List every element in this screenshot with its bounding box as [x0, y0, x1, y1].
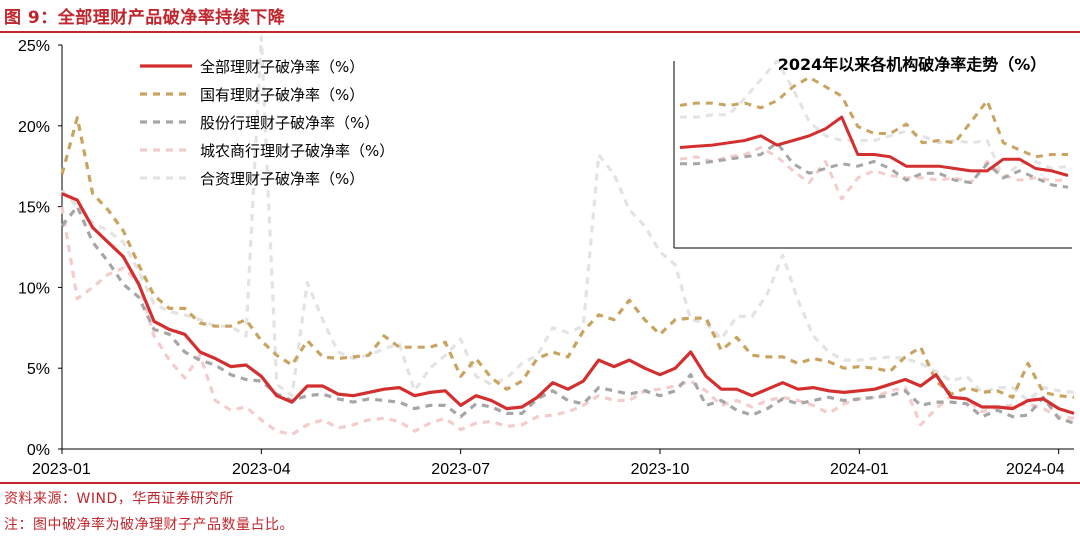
inset-series-line [679, 115, 1069, 177]
series-line [60, 205, 1075, 425]
legend-label: 股份行理财子破净率（%） [200, 114, 379, 132]
legend-label: 城农商行理财子破净率（%） [200, 142, 394, 160]
figure-title: 图 9：全部理财产品破净率持续下降 [4, 8, 286, 28]
legend-label: 国有理财子破净率（%） [200, 86, 364, 104]
x-tick-label: 2023-07 [431, 461, 490, 478]
source-note: 资料来源：WIND，华西证券研究所 [4, 491, 234, 507]
top-rule [0, 31, 1080, 33]
series-line [60, 116, 1075, 399]
x-tick-label: 2023-01 [32, 461, 91, 478]
y-tick-label: 0% [27, 442, 50, 459]
x-tick-label: 2024-01 [830, 461, 889, 478]
y-tick-label: 10% [18, 280, 50, 297]
x-tick-label: 2024-04 [1006, 461, 1065, 478]
main-axes: 0% 5% 10% 15% 20% 25% 2023-01 2023-04 2023-07 202… [18, 38, 1074, 478]
series-line [60, 206, 1075, 437]
inset-title: 2024年以来各机构破净率走势（%） [778, 55, 1047, 74]
x-tick-label: 2023-10 [631, 461, 690, 478]
y-tick-label: 5% [27, 361, 50, 378]
series-line [61, 192, 1075, 415]
inset-series-line [679, 75, 1068, 159]
y-tick-label: 25% [18, 38, 50, 55]
x-tick-label: 2023-04 [232, 461, 291, 478]
main-series-lines [60, 35, 1075, 437]
y-tick-label: 15% [18, 200, 50, 217]
inset-chart: 2024年以来各机构破净率走势（%） [673, 55, 1072, 249]
footnote: 注：图中破净率为破净理财子产品数量占比。 [4, 517, 294, 533]
legend-label: 全部理财子破净率（%） [200, 58, 364, 76]
inset-series-line [679, 146, 1068, 201]
main-chart: 0% 5% 10% 15% 20% 25% 2023-01 2023-04 2023-07 202… [18, 35, 1075, 478]
legend-label: 合资理财子破净率（%） [200, 170, 364, 188]
bottom-rule [0, 482, 1080, 484]
series-line [60, 35, 1075, 403]
y-tick-label: 20% [18, 119, 50, 136]
legend: 全部理财子破净率（%） 国有理财子破净率（%） 股份行理财子破净率（%） 城农商行理财… [140, 58, 394, 188]
inset-series-line [680, 141, 1069, 189]
